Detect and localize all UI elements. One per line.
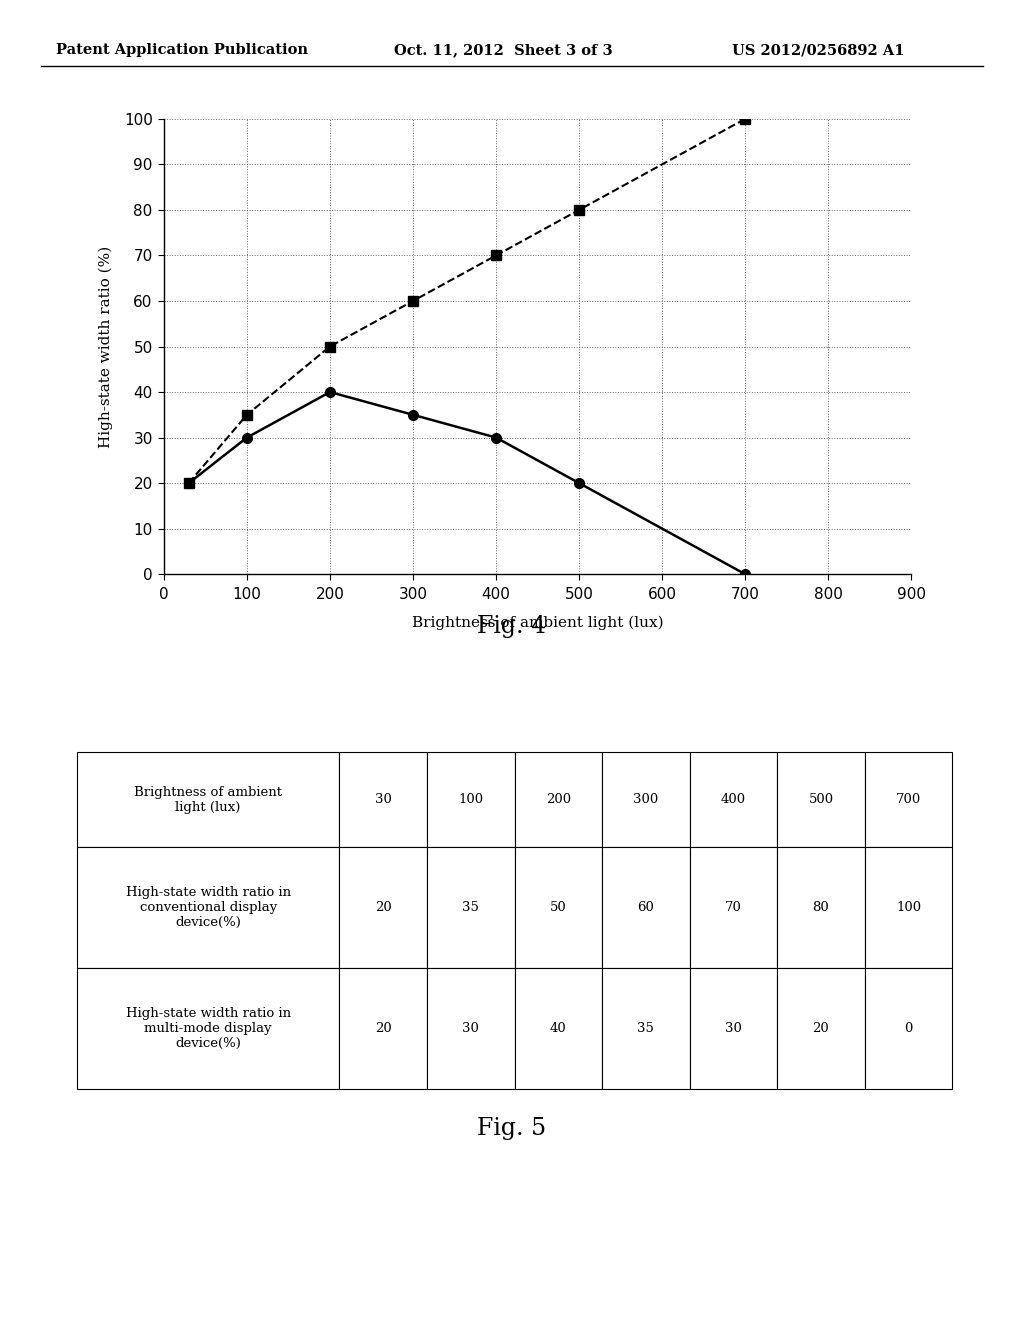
Text: Patent Application Publication: Patent Application Publication	[56, 44, 308, 57]
Text: Brightness of ambient
light (lux): Brightness of ambient light (lux)	[134, 785, 283, 813]
Text: 400: 400	[721, 793, 746, 807]
Text: High-state width ratio in
multi-mode display
device(%): High-state width ratio in multi-mode dis…	[126, 1007, 291, 1049]
Text: US 2012/0256892 A1: US 2012/0256892 A1	[732, 44, 904, 57]
X-axis label: Brightness of ambient light (lux): Brightness of ambient light (lux)	[412, 615, 664, 630]
Text: 200: 200	[546, 793, 571, 807]
Text: 0: 0	[904, 1022, 912, 1035]
Text: 80: 80	[813, 900, 829, 913]
Text: 60: 60	[638, 900, 654, 913]
Text: 20: 20	[813, 1022, 829, 1035]
Text: Oct. 11, 2012  Sheet 3 of 3: Oct. 11, 2012 Sheet 3 of 3	[394, 44, 613, 57]
Text: 35: 35	[463, 900, 479, 913]
Text: Fig. 5: Fig. 5	[477, 1117, 547, 1140]
Text: 30: 30	[375, 793, 391, 807]
Text: 40: 40	[550, 1022, 566, 1035]
Text: 500: 500	[808, 793, 834, 807]
Y-axis label: High-state width ratio (%): High-state width ratio (%)	[98, 246, 113, 447]
Text: 20: 20	[375, 900, 391, 913]
Text: 100: 100	[458, 793, 483, 807]
Text: 20: 20	[375, 1022, 391, 1035]
Text: 30: 30	[725, 1022, 741, 1035]
Text: 30: 30	[463, 1022, 479, 1035]
Text: Fig. 4: Fig. 4	[477, 615, 547, 639]
Text: 70: 70	[725, 900, 741, 913]
Text: High-state width ratio in
conventional display
device(%): High-state width ratio in conventional d…	[126, 886, 291, 929]
Text: 100: 100	[896, 900, 922, 913]
Text: 700: 700	[896, 793, 922, 807]
Text: 35: 35	[638, 1022, 654, 1035]
Text: 50: 50	[550, 900, 566, 913]
Text: 300: 300	[633, 793, 658, 807]
